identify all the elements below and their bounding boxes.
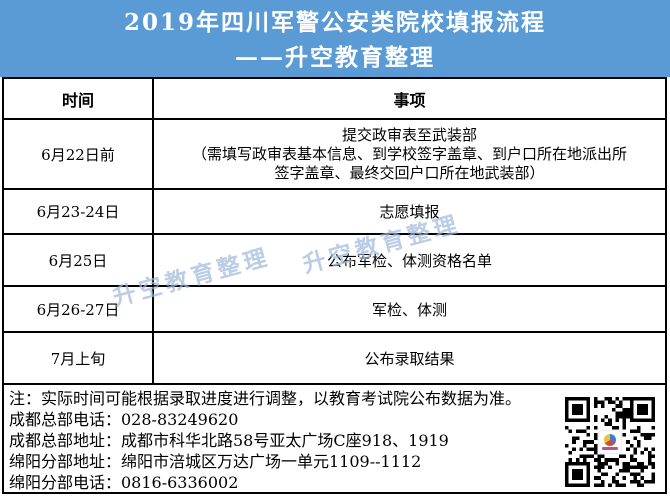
contact-line-mianyang-phone: 绵阳分部电话：0816-6336002 bbox=[9, 473, 239, 492]
qr-code bbox=[565, 397, 655, 487]
table-row: 6月25日 公布军检、体测资格名单 bbox=[2, 233, 667, 287]
banner: 2019年四川军警公安类院校填报流程 ——升空教育整理 bbox=[0, 0, 670, 77]
table-header-row: 时间 事项 bbox=[2, 77, 667, 120]
table-row: 6月26-27日 军检、体测 bbox=[2, 285, 667, 333]
table-row: 6月22日前 提交政审表至武装部 （需填写政审表基本信息、到学校签字盖章、到户口… bbox=[2, 118, 667, 190]
contact-line-mianyang-address: 绵阳分部地址：绵阳市涪城区万达广场一单元1109--1112 bbox=[9, 452, 422, 471]
table-row: 6月23-24日 志愿填报 bbox=[2, 188, 667, 235]
note-disclaimer: 注：实际时间可能根据录取进度进行调整，以教育考试院公布数据为准。 bbox=[9, 389, 522, 408]
time-cell: 6月23-24日 bbox=[2, 188, 154, 235]
time-cell: 6月22日前 bbox=[2, 118, 154, 190]
time-cell: 7月上旬 bbox=[2, 331, 154, 385]
schedule-table: 时间 事项 6月22日前 提交政审表至武装部 （需填写政审表基本信息、到学校签字… bbox=[2, 77, 667, 385]
qr-center-logo-icon bbox=[598, 430, 622, 454]
event-detail-line: 签字盖章、最终交回户口所在地武装部） bbox=[274, 163, 545, 182]
event-cell: 志愿填报 bbox=[152, 188, 667, 235]
event-main: 提交政审表至武装部 bbox=[341, 125, 477, 144]
column-header-event: 事项 bbox=[152, 77, 667, 120]
event-cell: 军检、体测 bbox=[152, 285, 667, 333]
contact-line-chengdu-address: 成都总部地址：成都市科华北路58号亚太广场C座918、1919 bbox=[9, 431, 449, 450]
qr-logo-caption bbox=[602, 447, 618, 450]
banner-title-line1: 2019年四川军警公安类院校填报流程 bbox=[123, 9, 546, 36]
qr-pattern bbox=[565, 397, 655, 487]
event-cell: 公布军检、体测资格名单 bbox=[152, 233, 667, 287]
time-cell: 6月25日 bbox=[2, 233, 154, 287]
table-row: 7月上旬 公布录取结果 bbox=[2, 331, 667, 385]
time-cell: 6月26-27日 bbox=[2, 285, 154, 333]
column-header-time: 时间 bbox=[2, 77, 154, 120]
event-cell: 提交政审表至武装部 （需填写政审表基本信息、到学校签字盖章、到户口所在地派出所 … bbox=[152, 118, 667, 190]
notes-section: 注：实际时间可能根据录取进度进行调整，以教育考试院公布数据为准。 成都总部电话：… bbox=[2, 385, 667, 494]
event-detail-line: （需填写政审表基本信息、到学校签字盖章、到户口所在地派出所 bbox=[191, 144, 627, 163]
banner-title-line2: ——升空教育整理 bbox=[235, 44, 435, 71]
event-cell: 公布录取结果 bbox=[152, 331, 667, 385]
contact-line-chengdu-phone: 成都总部电话：028-83249620 bbox=[9, 410, 239, 429]
qr-logo-swirl-icon bbox=[604, 434, 616, 446]
